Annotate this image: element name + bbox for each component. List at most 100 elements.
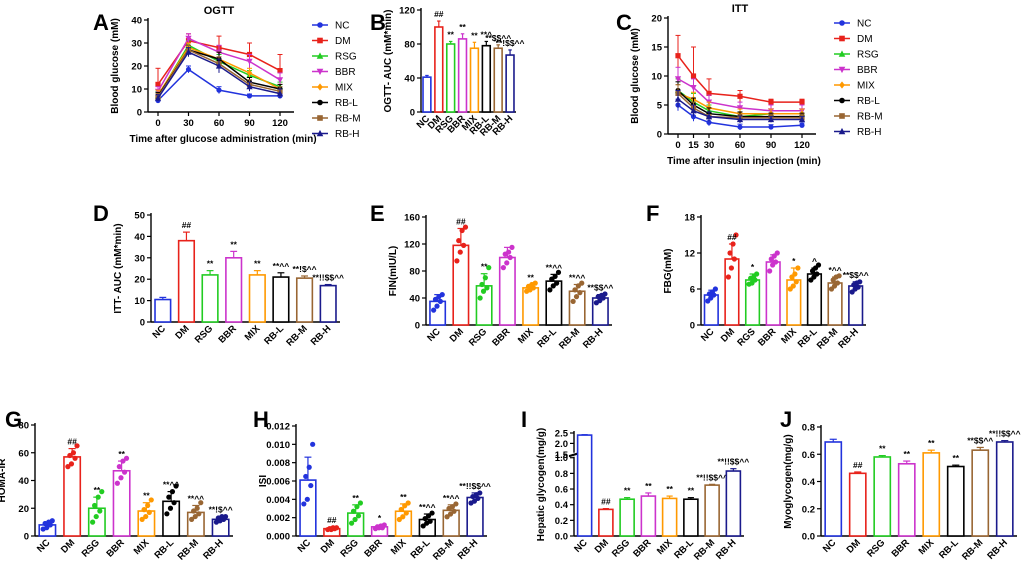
y-tick-label: 40 <box>131 16 142 27</box>
bar-group-DM: ## DM <box>845 460 867 556</box>
x-tick-label: RSG <box>338 537 360 559</box>
x-tick-label: DM <box>173 323 191 341</box>
panel-letter: E <box>370 201 385 226</box>
series-line <box>677 104 803 128</box>
data-point <box>439 292 445 298</box>
bar-group-NC: NC <box>699 286 719 344</box>
data-point <box>768 124 774 130</box>
data-point <box>216 87 222 93</box>
data-point <box>690 85 697 91</box>
x-tick-label: RB-M <box>431 537 456 562</box>
bar <box>922 452 941 537</box>
data-point <box>437 298 443 304</box>
x-tick-label: BBR <box>362 537 384 559</box>
data-point <box>462 224 469 230</box>
data-point <box>532 280 538 286</box>
data-point <box>737 93 743 99</box>
data-point <box>552 273 558 279</box>
data-point <box>690 107 697 114</box>
data-point <box>728 265 734 271</box>
significance-label: **$$^^ <box>485 33 511 43</box>
significance-label: ## <box>182 220 192 230</box>
legend-marker <box>839 81 845 89</box>
x-tick-label: RB-M <box>692 537 717 562</box>
y-tick-label: 30 <box>131 39 142 50</box>
bar-group-RSG: ** RSG <box>610 486 635 560</box>
significance-label: ** <box>879 444 886 454</box>
x-tick-label: RSG <box>467 326 489 348</box>
legend-item: MIX <box>312 83 353 94</box>
bar <box>725 470 742 537</box>
bar <box>995 441 1014 537</box>
data-point <box>118 475 124 481</box>
x-tick-label: 120 <box>272 118 288 129</box>
y-tick-label: 10 <box>131 85 142 96</box>
significance-label: ** <box>94 485 101 495</box>
significance-label: ** <box>447 29 454 39</box>
data-point <box>141 507 147 513</box>
data-point <box>736 105 744 112</box>
data-point <box>477 295 483 301</box>
y-tick-label: 0 <box>657 130 662 141</box>
data-point <box>602 291 608 297</box>
significance-label: **!!$$^^ <box>459 481 491 491</box>
data-point <box>795 265 801 271</box>
legend-item: RB-H <box>312 129 359 140</box>
bar <box>598 508 614 537</box>
y-tick-label: 0.002 <box>266 513 290 524</box>
data-point <box>114 480 120 486</box>
legend-item: BBR <box>834 65 878 76</box>
data-point <box>712 286 718 292</box>
data-point <box>504 260 510 266</box>
legend-marker <box>317 37 323 44</box>
x-tick-label: MIX <box>516 326 536 346</box>
bar <box>445 43 456 113</box>
data-point <box>547 287 553 293</box>
bar <box>704 484 720 537</box>
significance-label: ** <box>118 449 125 459</box>
data-point <box>815 262 822 268</box>
chart-title: OGTT <box>204 5 235 17</box>
data-point <box>479 281 485 288</box>
data-point <box>93 513 99 520</box>
data-point <box>444 514 450 520</box>
legend-label: BBR <box>335 67 356 78</box>
y-tick-label: 18 <box>684 213 695 224</box>
y-tick-label: 5 <box>657 101 663 112</box>
x-tick-label: 30 <box>183 118 194 129</box>
y-tick-label: 0.2 <box>802 504 815 515</box>
bar-group-RB-L: **^^ RB-L <box>535 262 563 350</box>
bar <box>493 47 503 113</box>
data-point <box>303 473 309 480</box>
x-tick-label: DM <box>719 326 737 344</box>
bar <box>661 497 678 537</box>
y-tick-label: 40 <box>409 294 420 305</box>
legend-item: BBR <box>312 67 356 78</box>
significance-label: ** <box>471 30 478 40</box>
bar <box>422 76 432 113</box>
data-point <box>484 285 490 291</box>
significance-label: * <box>378 513 382 523</box>
x-tick-label: 90 <box>766 140 777 151</box>
data-point <box>725 274 731 280</box>
significance-label: **^^ <box>546 262 563 272</box>
bar-group-NC: NC <box>150 296 172 341</box>
data-point <box>146 509 152 516</box>
x-tick-label: RSG <box>610 537 632 559</box>
data-point <box>447 511 454 517</box>
data-point <box>189 516 195 522</box>
data-point <box>143 513 149 520</box>
significance-label: **!$$^^ <box>496 38 525 48</box>
legend-marker <box>838 127 846 135</box>
data-point <box>70 450 77 456</box>
legend-label: NC <box>857 19 871 30</box>
x-tick-label: RB-L <box>535 326 559 350</box>
y-tick-label: 0.6 <box>555 485 568 496</box>
legend-item: RB-M <box>312 114 361 125</box>
legend-label: RB-H <box>857 127 881 138</box>
y-tick-label: 40 <box>134 232 145 243</box>
x-tick-label: BBR <box>890 537 912 559</box>
data-point <box>706 90 712 96</box>
data-point <box>453 501 459 507</box>
significance-label: **$$^^ <box>967 435 993 445</box>
